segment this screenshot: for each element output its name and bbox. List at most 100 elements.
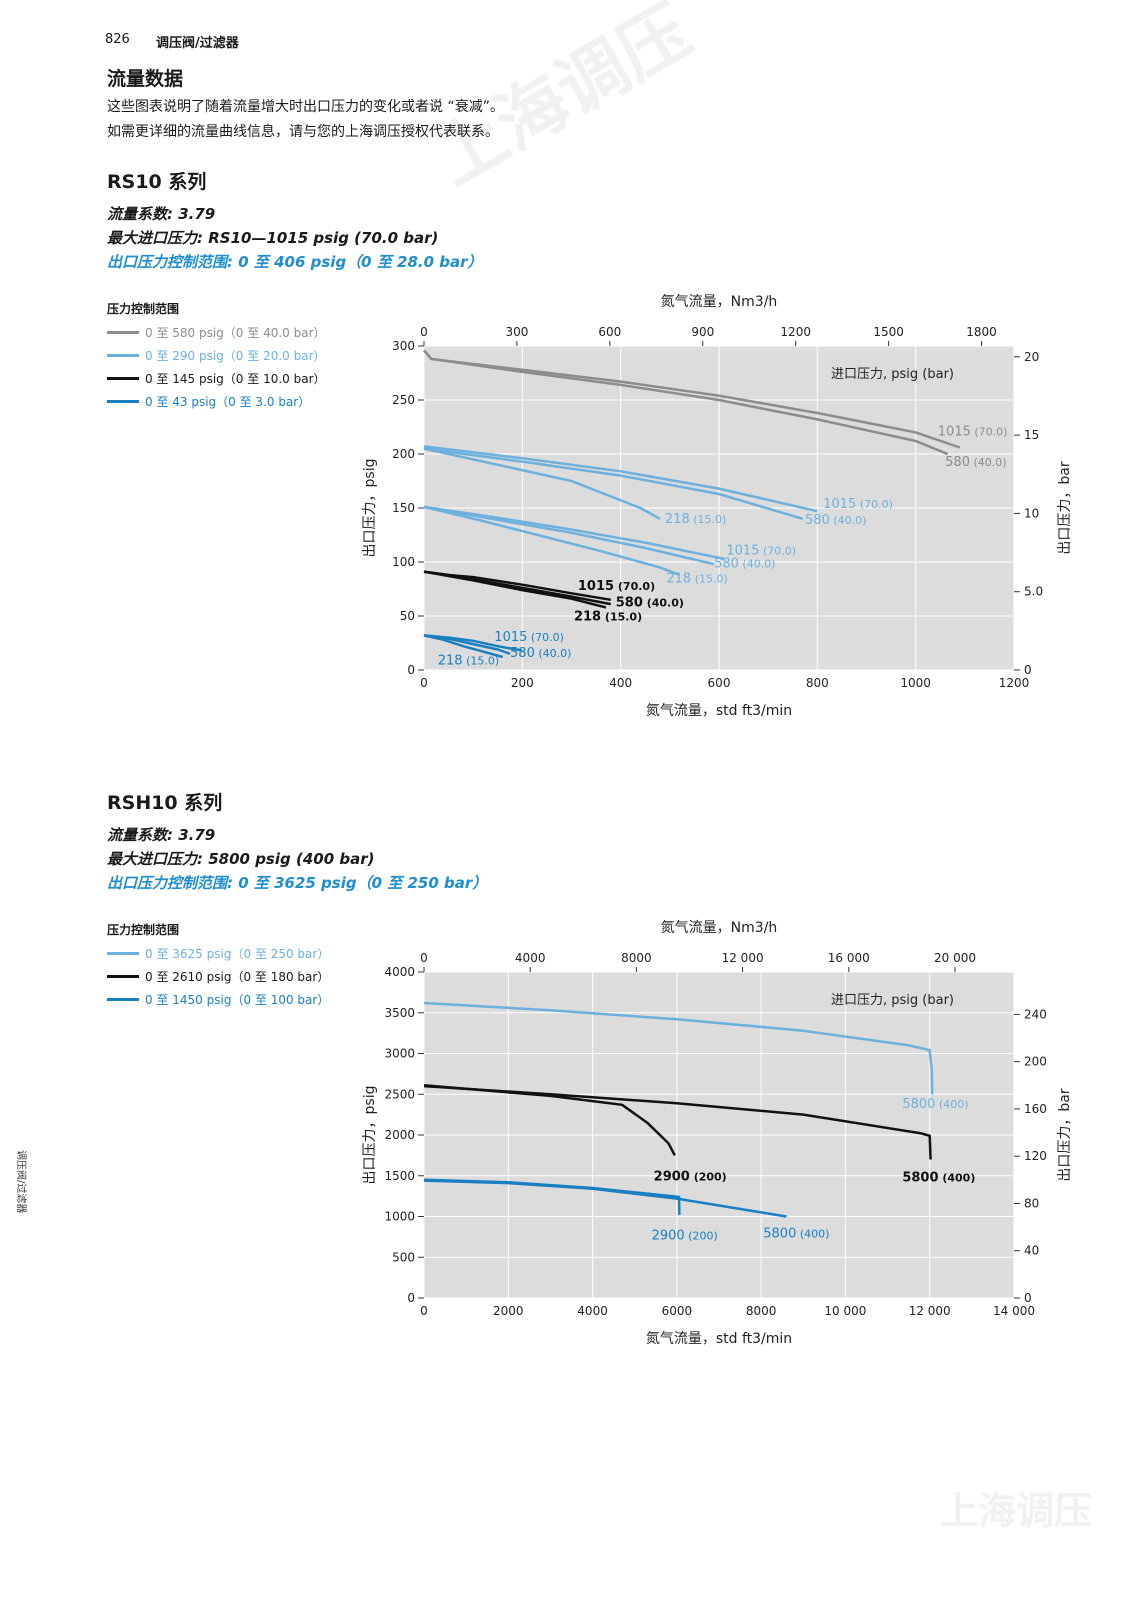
y2-tick-label: 120 (1024, 1149, 1047, 1163)
y-tick-label: 4000 (384, 965, 415, 979)
rsh10-legend-title: 压力控制范围 (107, 921, 179, 938)
x-axis-label: 氮气流量，std ft3/min (646, 1331, 792, 1347)
x2-tick-label: 0 (420, 325, 428, 339)
y-tick-label: 0 (407, 663, 415, 677)
x-tick-label: 8000 (746, 1304, 777, 1318)
x2-tick-label: 1500 (873, 325, 904, 339)
series-label: 2900 (200) (654, 1170, 727, 1185)
inlet-pressure-label: 进口压力, psig (bar) (831, 993, 954, 1008)
rsh10-legend-item: 0 至 3625 psig（0 至 250 bar） (107, 945, 329, 962)
series-label: 218 (15.0) (665, 512, 726, 527)
series-label: 1015 (70.0) (823, 497, 893, 512)
series-label: 1015 (70.0) (494, 630, 564, 645)
x-tick-label: 200 (511, 676, 534, 690)
rs10-title: RS10 系列 (107, 167, 206, 194)
x2-tick-label: 4000 (515, 951, 546, 965)
x-tick-label: 6000 (662, 1304, 693, 1318)
page-title: 流量数据 (107, 64, 183, 91)
rs10-max-inlet: 最大进口压力: RS10—1015 psig (70.0 bar) (107, 227, 438, 248)
rsh10-title: RSH10 系列 (107, 788, 222, 815)
y2-axis-label: 出口压力，bar (1057, 461, 1073, 554)
x2-tick-label: 20 000 (934, 951, 976, 965)
y-tick-label: 3500 (384, 1006, 415, 1020)
rs10-flow-coeff: 流量系数: 3.79 (107, 203, 215, 224)
rsh10-max-inlet: 最大进口压力: 5800 psig (400 bar) (107, 848, 374, 869)
series-label: 580 (40.0) (805, 513, 866, 528)
series-label: 1015 (70.0) (578, 579, 655, 594)
rs10-legend-item: 0 至 145 psig（0 至 10.0 bar） (107, 370, 326, 387)
y2-axis-label: 出口压力，bar (1057, 1088, 1073, 1181)
x2-tick-label: 300 (505, 325, 528, 339)
y-tick-label: 500 (392, 1250, 415, 1264)
x-tick-label: 600 (708, 676, 731, 690)
y2-tick-label: 80 (1024, 1196, 1039, 1210)
x2-tick-label: 900 (691, 325, 714, 339)
x2-tick-label: 0 (420, 951, 428, 965)
page-number: 826 (105, 32, 130, 47)
x-tick-label: 0 (420, 1304, 428, 1318)
series-label: 580 (40.0) (945, 455, 1006, 470)
page-section: 调压阀/过滤器 (156, 32, 239, 51)
x2-tick-label: 1800 (966, 325, 997, 339)
x-tick-label: 1000 (900, 676, 931, 690)
x2-tick-label: 600 (598, 325, 621, 339)
x-tick-label: 2000 (493, 1304, 524, 1318)
y-tick-label: 150 (392, 501, 415, 515)
y-tick-label: 3000 (384, 1047, 415, 1061)
y-axis-label: 出口压力，psig (362, 1086, 378, 1185)
x-tick-label: 14 000 (993, 1304, 1035, 1318)
intro-line-1: 这些图表说明了随着流量增大时出口压力的变化或者说 “衰减”。 (107, 96, 504, 116)
series-label: 218 (15.0) (574, 609, 642, 624)
y2-tick-label: 200 (1024, 1055, 1047, 1069)
series-label: 1015 (70.0) (938, 425, 1008, 440)
y2-tick-label: 0 (1024, 1291, 1032, 1305)
y2-tick-label: 240 (1024, 1007, 1047, 1021)
y-tick-label: 2000 (384, 1128, 415, 1142)
x-tick-label: 4000 (577, 1304, 608, 1318)
rsh10-legend-item: 0 至 1450 psig（0 至 100 bar） (107, 991, 329, 1008)
y-tick-label: 2500 (384, 1087, 415, 1101)
rs10-outlet-range: 出口压力控制范围: 0 至 406 psig（0 至 28.0 bar） (107, 251, 483, 272)
rs10-legend-item: 0 至 43 psig（0 至 3.0 bar） (107, 393, 310, 410)
series-label: 5800 (400) (763, 1227, 829, 1242)
series-label: 218 (15.0) (438, 654, 499, 669)
series-label: 5800 (400) (902, 1097, 968, 1112)
y2-tick-label: 160 (1024, 1102, 1047, 1116)
y-tick-label: 250 (392, 393, 415, 407)
y-tick-label: 50 (400, 609, 415, 623)
x2-tick-label: 8000 (621, 951, 652, 965)
series-label: 580 (40.0) (510, 646, 571, 661)
rs10-legend-title: 压力控制范围 (107, 300, 179, 317)
x2-axis-label: 氮气流量，Nm3/h (661, 920, 778, 936)
series-label: 580 (40.0) (714, 556, 775, 571)
rsh10-flow-chart: 0 2000 4000 6000 8000 10 000 12 000 14 00005001… (340, 910, 1080, 1350)
series-label: 580 (40.0) (616, 595, 684, 610)
x2-tick-label: 1200 (780, 325, 811, 339)
x2-tick-label: 16 000 (828, 951, 870, 965)
watermark: 上海调压 (940, 1480, 1092, 1535)
x-tick-label: 0 (420, 676, 428, 690)
rs10-legend-item: 0 至 290 psig（0 至 20.0 bar） (107, 347, 326, 364)
y2-tick-label: 5.0 (1024, 585, 1043, 599)
y-axis-label: 出口压力，psig (362, 459, 378, 558)
intro-line-2: 如需更详细的流量曲线信息，请与您的上海调压授权代表联系。 (107, 121, 499, 141)
x-tick-label: 400 (609, 676, 632, 690)
y2-tick-label: 20 (1024, 350, 1039, 364)
y-tick-label: 1500 (384, 1169, 415, 1183)
y-tick-label: 1000 (384, 1210, 415, 1224)
series-label: 5800 (400) (902, 1170, 975, 1185)
rsh10-outlet-range: 出口压力控制范围: 0 至 3625 psig（0 至 250 bar） (107, 872, 487, 893)
y-tick-label: 0 (407, 1291, 415, 1305)
sidebar-vertical-text: 调压阀/过滤器 (15, 1150, 30, 1213)
rs10-legend-item: 0 至 580 psig（0 至 40.0 bar） (107, 324, 326, 341)
rs10-flow-chart: 0 200 400 600 800 1000 12000501001502002503000… (340, 290, 1080, 740)
y-tick-label: 100 (392, 555, 415, 569)
series-label: 2900 (200) (652, 1228, 718, 1243)
inlet-pressure-label: 进口压力, psig (bar) (831, 367, 954, 382)
x-tick-label: 12 000 (909, 1304, 951, 1318)
x-tick-label: 10 000 (824, 1304, 866, 1318)
y2-tick-label: 15 (1024, 428, 1039, 442)
x-tick-label: 1200 (999, 676, 1030, 690)
y-tick-label: 300 (392, 339, 415, 353)
x2-tick-label: 12 000 (722, 951, 764, 965)
